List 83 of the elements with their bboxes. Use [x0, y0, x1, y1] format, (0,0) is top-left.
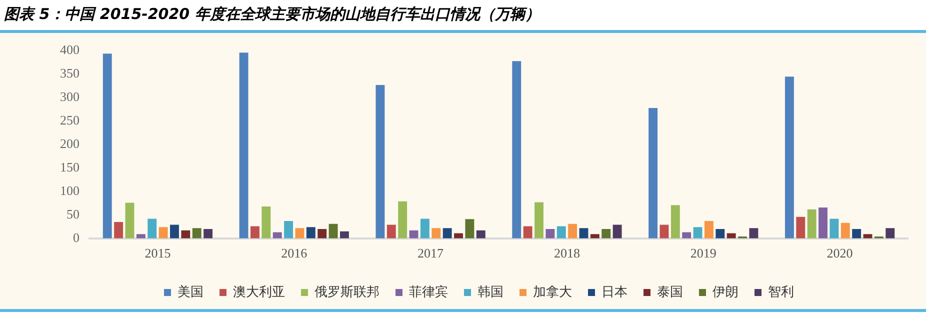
bar: [432, 228, 441, 238]
legend-label: 俄罗斯联邦: [314, 284, 380, 300]
legend-label: 韩国: [478, 284, 504, 300]
bar: [376, 85, 385, 238]
bar: [170, 224, 179, 238]
bar: [682, 232, 692, 238]
bar: [660, 224, 669, 238]
legend-label: 美国: [178, 284, 204, 300]
legend-label: 澳大利亚: [233, 284, 285, 300]
bar: [148, 218, 157, 238]
x-tick-label: 2015: [144, 246, 171, 261]
bar: [648, 108, 658, 238]
x-tick-label: 2017: [418, 246, 444, 261]
y-tick-label: 150: [60, 159, 80, 174]
chart-title: 图表 5：中国 2015-2020 年度在全球主要市场的山地自行车出口情况（万辆）: [0, 0, 926, 33]
legend-label: 菲律宾: [409, 284, 448, 300]
bar: [602, 229, 611, 238]
bar: [784, 76, 794, 238]
bar: [863, 234, 872, 238]
bar: [386, 224, 396, 238]
bar: [272, 232, 282, 238]
bar: [398, 201, 408, 238]
y-tick-label: 100: [60, 182, 80, 198]
bar: [534, 202, 544, 238]
bar: [125, 202, 134, 238]
bar: [670, 205, 680, 238]
bar: [523, 226, 532, 238]
bar: [262, 206, 271, 238]
bar: [886, 228, 895, 238]
legend-label: 智利: [768, 284, 794, 300]
bar: [556, 226, 566, 238]
bar: [181, 230, 190, 238]
bar: [704, 221, 714, 238]
bar: [204, 229, 213, 238]
bar: [306, 227, 316, 238]
bar: [318, 229, 327, 238]
bar: [818, 207, 828, 238]
bar: [726, 233, 736, 238]
bar: [612, 224, 622, 238]
y-tick-label: 200: [60, 136, 80, 152]
bar: [465, 219, 474, 238]
bar: [749, 228, 758, 238]
bar: [295, 228, 304, 238]
bar: [546, 229, 555, 238]
x-tick-label: 2020: [826, 246, 853, 261]
bar: [852, 229, 862, 238]
y-tick-label: 0: [73, 230, 80, 245]
bar: [102, 54, 112, 238]
y-tick-label: 300: [60, 89, 80, 104]
bar: [442, 228, 452, 238]
bar: [158, 227, 168, 238]
y-tick-label: 50: [66, 206, 80, 222]
bar: [420, 218, 430, 238]
bar: [807, 209, 816, 238]
legend-label: 日本: [602, 284, 628, 300]
bar: [239, 52, 248, 238]
bar: [114, 222, 124, 238]
y-tick-label: 400: [60, 42, 80, 58]
bar: [340, 231, 349, 238]
y-tick-label: 250: [60, 112, 80, 128]
bar: [476, 230, 486, 238]
y-tick-label: 350: [60, 66, 80, 81]
bar: [454, 233, 463, 238]
x-tick-label: 2016: [281, 246, 308, 261]
bar: [284, 221, 294, 238]
legend-label: 伊朗: [712, 284, 738, 300]
bar: [840, 222, 850, 238]
bar: [693, 227, 702, 238]
x-tick-label: 2018: [554, 246, 580, 261]
legend-label: 泰国: [657, 284, 683, 300]
bar: [136, 234, 146, 238]
bar: [192, 228, 202, 238]
bar: [579, 228, 588, 238]
bar: [512, 61, 522, 238]
bar: [250, 226, 260, 238]
legend-label: 加拿大: [533, 284, 572, 300]
bar: [568, 224, 578, 238]
bar: [830, 218, 839, 238]
bar: [796, 216, 806, 238]
bar: [590, 234, 600, 238]
x-tick-label: 2019: [690, 246, 716, 261]
bar: [716, 229, 725, 238]
bar: [328, 224, 338, 238]
